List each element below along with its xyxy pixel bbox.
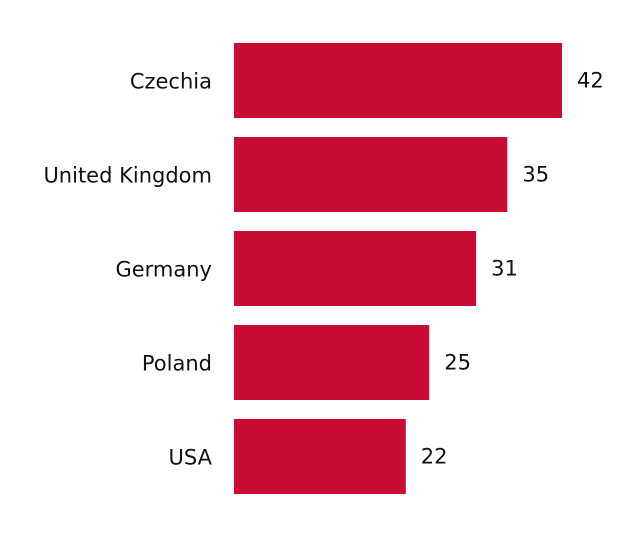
category-label: United Kingdom xyxy=(43,164,212,188)
value-label: 42 xyxy=(577,69,604,93)
category-label: USA xyxy=(169,446,213,470)
category-label: Czechia xyxy=(130,70,212,94)
value-label: 22 xyxy=(421,445,448,469)
category-label: Germany xyxy=(115,258,212,282)
value-label: 31 xyxy=(491,257,518,281)
value-label: 35 xyxy=(522,163,549,187)
bar xyxy=(234,419,406,494)
bar xyxy=(234,231,477,306)
category-label: Poland xyxy=(142,352,212,376)
bar xyxy=(234,137,508,212)
value-label: 25 xyxy=(444,351,471,375)
bar xyxy=(234,325,430,400)
bar xyxy=(234,43,562,118)
